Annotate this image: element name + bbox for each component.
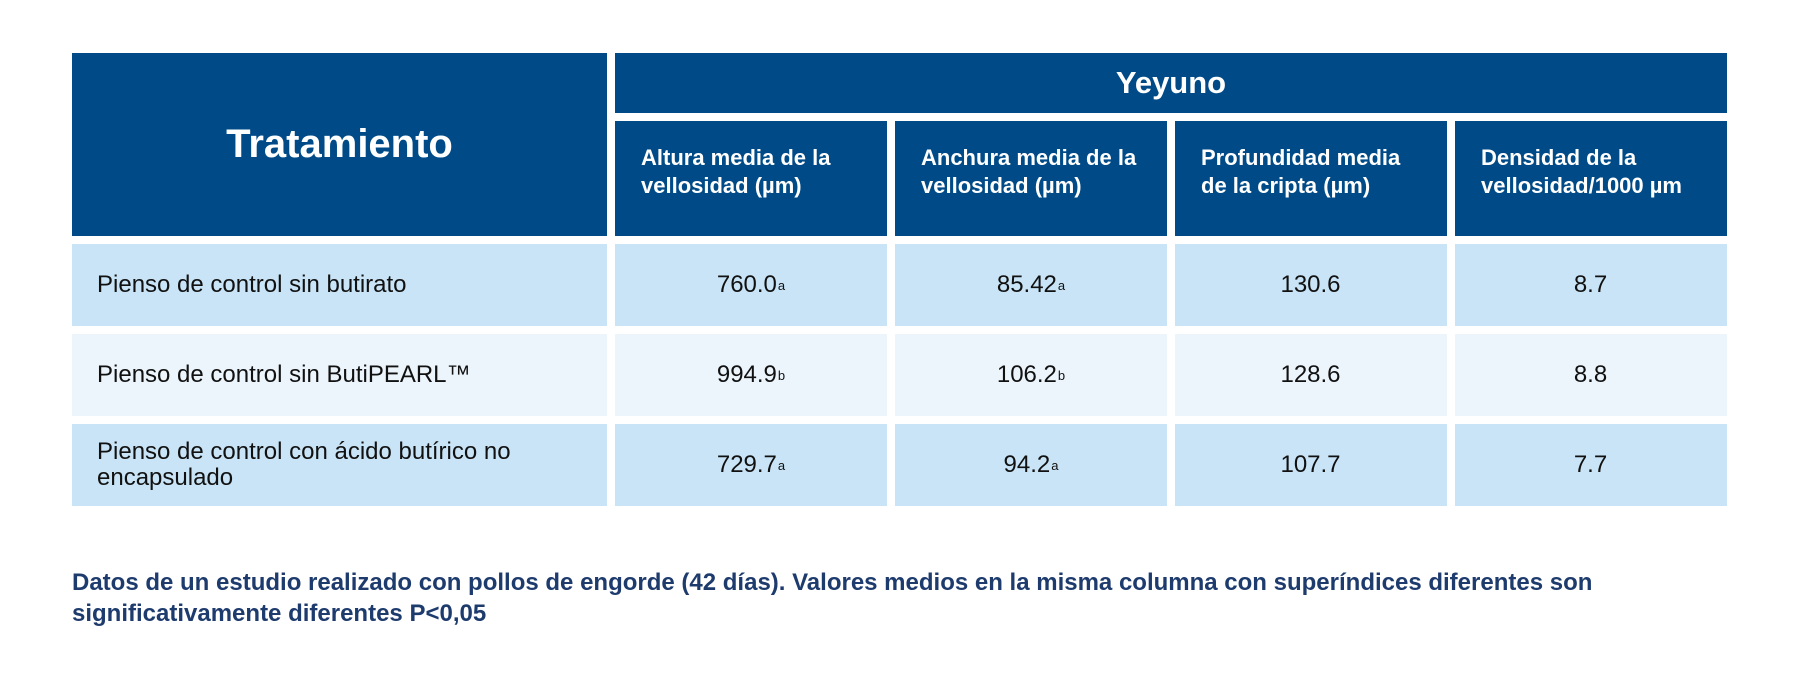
table-cell: 94.2 a bbox=[895, 424, 1167, 506]
table-cell: 107.7 bbox=[1175, 424, 1447, 506]
column-header-label: Profundidad media de la cripta (µm) bbox=[1201, 144, 1401, 198]
column-header-label: Densidad de la vellosidad/1000 µm bbox=[1481, 144, 1682, 198]
table-cell: 106.2 b bbox=[895, 334, 1167, 416]
treatment-name: Pienso de control sin ButiPEARL™ bbox=[97, 361, 471, 388]
cell-value: 128.6 bbox=[1280, 361, 1341, 388]
table-cell: 729.7 a bbox=[615, 424, 887, 506]
table-cell: 85.42 a bbox=[895, 244, 1167, 326]
cell-value: 85.42 bbox=[996, 271, 1057, 298]
table-cell: 760.0 a bbox=[615, 244, 887, 326]
treatment-name-cell: Pienso de control sin ButiPEARL™ bbox=[72, 334, 607, 416]
table-cell: 8.7 bbox=[1455, 244, 1727, 326]
cell-value: 994.9 bbox=[716, 361, 777, 388]
column-header-label: Altura media de la vellosidad (µm) bbox=[641, 144, 831, 198]
cell-value: 8.7 bbox=[1573, 271, 1608, 298]
cell-value: 107.7 bbox=[1280, 451, 1341, 478]
treatment-header: Tratamiento bbox=[72, 53, 607, 236]
cell-value: 106.2 bbox=[996, 361, 1057, 388]
cell-value: 8.8 bbox=[1573, 361, 1608, 388]
cell-value: 130.6 bbox=[1280, 271, 1341, 298]
table-cell: 7.7 bbox=[1455, 424, 1727, 506]
cell-superscript: a bbox=[777, 277, 786, 293]
table-cell: 128.6 bbox=[1175, 334, 1447, 416]
treatment-name: Pienso de control sin butirato bbox=[97, 271, 407, 298]
table-cell: 8.8 bbox=[1455, 334, 1727, 416]
table-cell: 994.9 b bbox=[615, 334, 887, 416]
column-header: Anchura media de la vellosidad (µm) bbox=[895, 121, 1167, 236]
table-cell: 130.6 bbox=[1175, 244, 1447, 326]
cell-value: 729.7 bbox=[716, 451, 777, 478]
treatment-name: Pienso de control con ácido butírico no … bbox=[97, 438, 511, 491]
cell-value: 94.2 bbox=[1003, 451, 1051, 478]
cell-value: 760.0 bbox=[716, 271, 777, 298]
cell-superscript: a bbox=[1057, 277, 1066, 293]
treatment-name-cell: Pienso de control sin butirato bbox=[72, 244, 607, 326]
data-table: Tratamiento Yeyuno Altura media de la ve… bbox=[72, 53, 1727, 506]
footnote: Datos de un estudio realizado con pollos… bbox=[72, 569, 1593, 627]
column-header: Densidad de la vellosidad/1000 µm bbox=[1455, 121, 1727, 236]
cell-superscript: b bbox=[777, 367, 786, 383]
group-header-yeyuno: Yeyuno bbox=[615, 53, 1727, 113]
cell-superscript: a bbox=[777, 457, 786, 473]
cell-superscript: a bbox=[1051, 457, 1059, 473]
cell-superscript: b bbox=[1057, 367, 1066, 383]
cell-value: 7.7 bbox=[1573, 451, 1608, 478]
column-header: Profundidad media de la cripta (µm) bbox=[1175, 121, 1447, 236]
column-header-label: Anchura media de la vellosidad (µm) bbox=[921, 144, 1137, 198]
column-header: Altura media de la vellosidad (µm) bbox=[615, 121, 887, 236]
treatment-name-cell: Pienso de control con ácido butírico no … bbox=[72, 424, 607, 506]
